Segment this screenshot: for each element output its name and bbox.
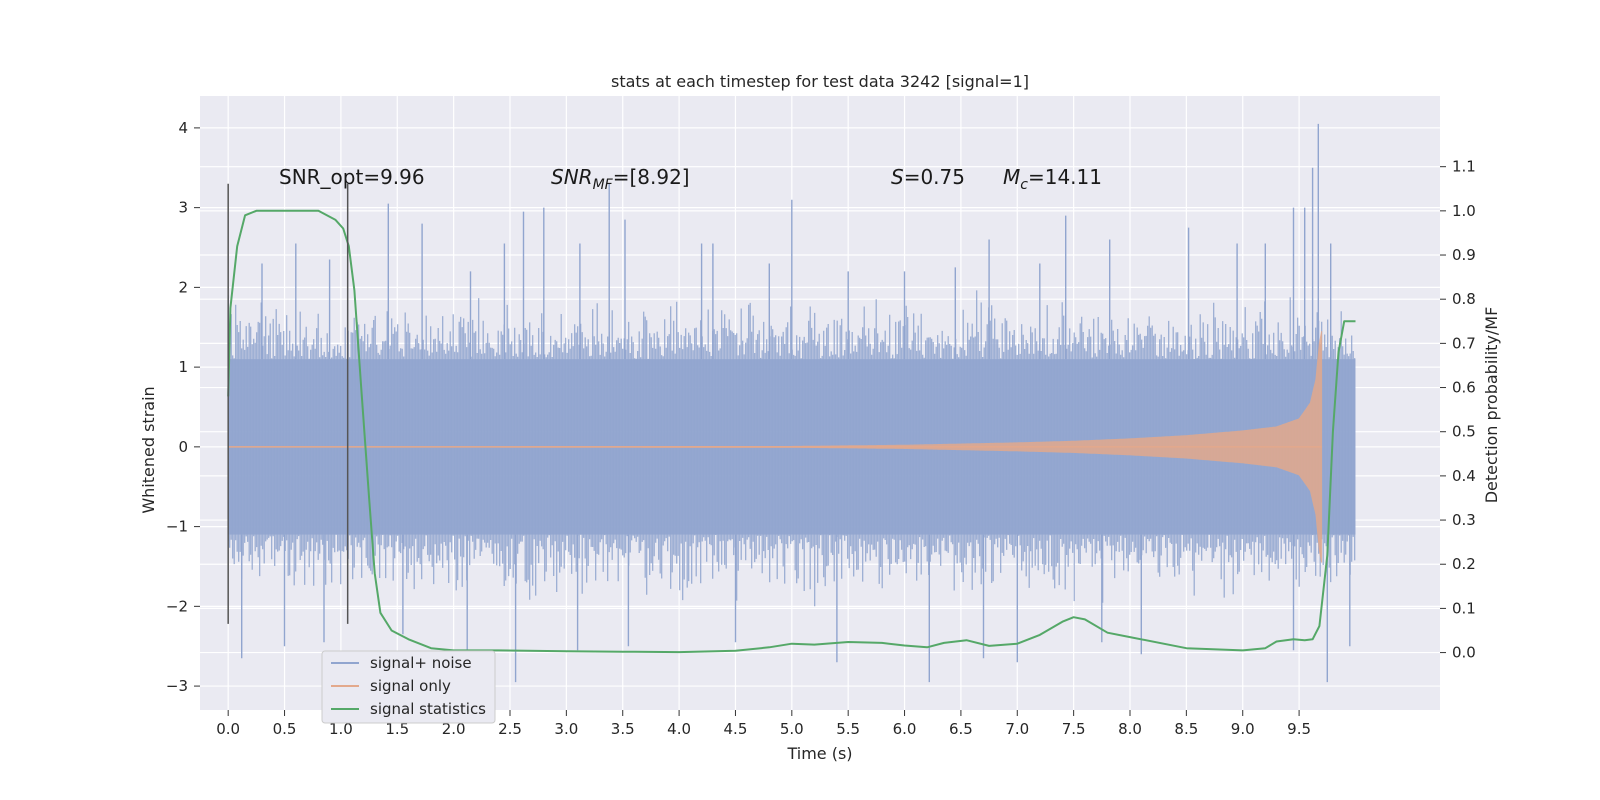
y-right-tick-label: 0.3 <box>1452 511 1476 529</box>
x-tick-label: 4.0 <box>667 720 691 738</box>
y-right-tick-label: 0.5 <box>1452 423 1476 441</box>
signal-statistics-line <box>227 209 1356 654</box>
x-tick-label: 8.5 <box>1174 720 1198 738</box>
legend-label-signal-noise: signal+ noise <box>370 654 472 672</box>
annotation-s-value: =0.75 <box>904 165 965 189</box>
y-right-tick-label: 0.9 <box>1452 246 1476 264</box>
x-tick-label: 9.0 <box>1231 720 1255 738</box>
annotation-snr-mf-value: =[8.92] <box>613 165 690 189</box>
annotation-snr-mf: SNRMF=[8.92] <box>551 165 690 193</box>
x-tick-label: 0.5 <box>273 720 297 738</box>
chart-title: stats at each timestep for test data 324… <box>611 72 1029 91</box>
y-tick-label: 3 <box>178 199 188 217</box>
annotation-mc-sub: c <box>1020 177 1028 193</box>
x-tick-label: 3.0 <box>554 720 578 738</box>
signal-only-series <box>228 331 1323 563</box>
y-tick-label: 4 <box>178 119 188 137</box>
legend-box <box>321 650 496 724</box>
y-right-tick-label: 1.0 <box>1452 202 1476 220</box>
x-tick-label: 5.5 <box>836 720 860 738</box>
annotation-s: S=0.75 <box>891 165 965 189</box>
annotation-snr-mf-sub: MF <box>593 177 614 193</box>
y-tick-label: −2 <box>166 597 188 615</box>
annotation-mc-label: M <box>1003 165 1020 189</box>
x-tick-label: 5.0 <box>780 720 804 738</box>
annotation-snr-opt: SNR_opt=9.96 <box>279 165 425 189</box>
y-tick-label: −1 <box>166 518 188 536</box>
y-tick-label: −3 <box>166 677 188 695</box>
x-tick-label: 6.5 <box>949 720 973 738</box>
x-tick-label: 1.0 <box>329 720 353 738</box>
axes: 0.0 0.5 1.0 1.5 2.0 2.5 3.0 3.5 4.0 4.5 5.0 5.5 6.0 6… <box>166 119 1476 738</box>
y-right-tick-label: 0.8 <box>1452 290 1476 308</box>
y-tick-label: 2 <box>178 278 188 296</box>
y-right-tick-label: 0.4 <box>1452 467 1476 485</box>
y-right-tick-label: 0.6 <box>1452 379 1476 397</box>
annotation-snr-mf-label: SNR <box>551 165 593 189</box>
x-tick-label: 2.5 <box>498 720 522 738</box>
annotation-mc-value: =14.11 <box>1028 165 1102 189</box>
x-tick-label: 4.5 <box>724 720 748 738</box>
x-axis-title: Time (s) <box>786 744 852 763</box>
vertical-markers <box>227 183 349 624</box>
x-tick-label: 8.0 <box>1118 720 1142 738</box>
y-right-tick-label: 1.1 <box>1452 158 1476 176</box>
signal-statistics-series <box>227 209 1356 654</box>
x-tick-label: 2.0 <box>442 720 466 738</box>
y-right-tick-label: 0.7 <box>1452 334 1476 352</box>
x-tick-label: 6.0 <box>893 720 917 738</box>
x-tick-label: 7.5 <box>1062 720 1086 738</box>
y-right-tick-label: 0.2 <box>1452 555 1476 573</box>
y-tick-label: 0 <box>178 438 188 456</box>
legend: signal+ noise signal only signal statist… <box>321 650 496 724</box>
y-tick-label: 1 <box>178 358 188 376</box>
y-right-tick-label: 0.0 <box>1452 644 1476 662</box>
annotation-mc: Mc=14.11 <box>1003 165 1102 193</box>
x-tick-label: 9.5 <box>1287 720 1311 738</box>
legend-label-signal-statistics: signal statistics <box>370 700 486 718</box>
x-tick-label: 1.5 <box>385 720 409 738</box>
y-axis-title: Whitened strain <box>139 386 158 513</box>
x-tick-label: 7.0 <box>1005 720 1029 738</box>
annotation-s-label: S <box>891 165 904 189</box>
y-right-tick-label: 0.1 <box>1452 599 1476 617</box>
legend-label-signal-only: signal only <box>370 677 451 695</box>
y-right-axis-title: Detection probability/MF <box>1482 307 1501 504</box>
x-tick-label: 3.5 <box>611 720 635 738</box>
x-tick-label: 0.0 <box>216 720 240 738</box>
